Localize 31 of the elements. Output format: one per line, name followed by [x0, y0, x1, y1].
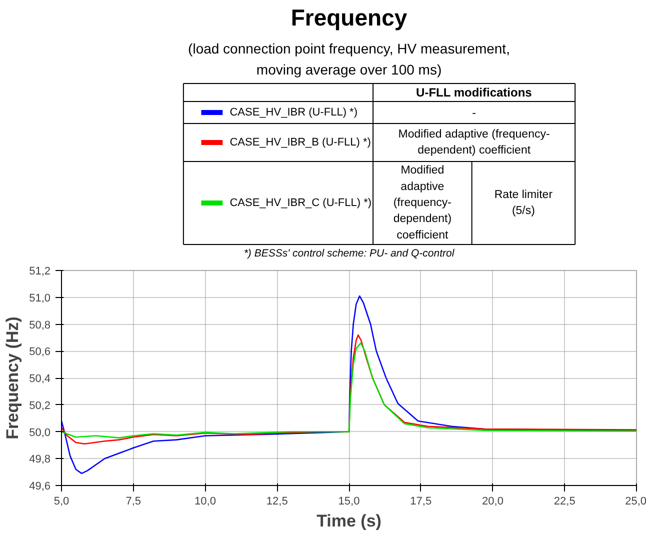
y-tick-label: 49,8 — [29, 454, 51, 466]
text: Rate limiter (5/s) — [494, 188, 553, 218]
y-tick-label: 50,0 — [29, 426, 51, 439]
x-tick-label: 20,0 — [482, 496, 504, 508]
x-axis-title: Time (s) — [316, 512, 382, 530]
text: - — [472, 108, 476, 120]
y-axis-title: Frequency (Hz) — [3, 316, 22, 440]
x-tick-label: 22,5 — [554, 496, 576, 508]
x-tick-label: 15,0 — [338, 496, 360, 508]
x-tick-label: 10,0 — [194, 496, 216, 508]
y-tick-label: 49,6 — [29, 480, 51, 492]
y-tick-label: 51,2 — [29, 266, 51, 278]
legend-label: CASE_HV_IBR (U-FLL) *) — [230, 106, 358, 118]
x-tick-label: 7,5 — [126, 496, 142, 508]
y-tick-label: 51,0 — [29, 292, 51, 304]
y-tick-label: 50,6 — [29, 346, 51, 358]
text: Modified adaptive (frequency- dependent) coefficient — [398, 128, 550, 157]
x-tick-label: 5,0 — [54, 496, 70, 508]
legend-label: CASE_HV_IBR_B (U-FLL) *) — [230, 136, 371, 148]
x-tick-label: 17,5 — [410, 496, 432, 508]
y-tick-label: 50,4 — [29, 373, 51, 385]
text: *) BESSs' control scheme: PU- and Q-control — [244, 248, 455, 260]
text: Modified adaptive (frequency- dependent) coefficient — [393, 164, 452, 242]
x-tick-label: 25,0 — [625, 496, 646, 508]
y-tick-label: 50,8 — [29, 319, 51, 332]
y-tick-label: 50,2 — [29, 400, 51, 412]
legend-label: CASE_HV_IBR_C (U-FLL) *) — [230, 197, 372, 209]
text: U-FLL modifications — [416, 86, 532, 100]
chart-subtitle: (load connection point frequency, HV measurement, moving average over 100 ms) — [188, 40, 510, 78]
x-tick-label: 12,5 — [266, 496, 288, 508]
chart-title: Frequency — [290, 4, 408, 30]
